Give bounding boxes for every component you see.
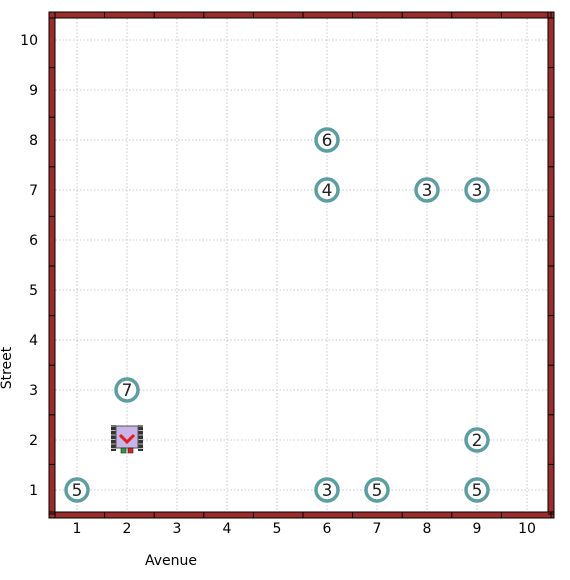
robot-right-tread: [138, 425, 143, 451]
avenue-tick-label: 8: [423, 521, 432, 537]
avenue-tick-label: 3: [173, 521, 182, 537]
beeper: 2: [464, 427, 490, 453]
robot-icon: [111, 425, 143, 454]
street-tick-label: 9: [29, 83, 38, 99]
beeper: 5: [464, 477, 490, 503]
beeper-count: 5: [372, 481, 383, 501]
beeper: 5: [64, 477, 90, 503]
street-tick-label: 6: [29, 233, 38, 249]
avenue-tick-label: 2: [123, 521, 132, 537]
beeper: 7: [114, 377, 140, 403]
avenue-tick-label: 7: [373, 521, 382, 537]
robot: [111, 425, 143, 454]
top-wall: [48, 11, 555, 19]
beeper-ring: [364, 477, 390, 503]
avenue-tick-label: 5: [273, 521, 282, 537]
avenue-tick-label: 4: [223, 521, 232, 537]
avenue-tick-label: 10: [518, 521, 536, 537]
avenue-tick-label: 1: [73, 521, 82, 537]
beeper: 3: [414, 177, 440, 203]
y-axis-title: Street: [0, 346, 15, 389]
street-tick-label: 3: [29, 383, 38, 399]
beeper-count: 6: [322, 131, 333, 151]
beeper: 6: [314, 127, 340, 153]
beeper-count: 5: [472, 481, 483, 501]
beeper-ring: [314, 477, 340, 503]
street-tick-label: 5: [29, 283, 38, 299]
beeper-count: 3: [322, 481, 333, 501]
beeper-ring: [114, 377, 140, 403]
beeper: 3: [314, 477, 340, 503]
street-tick-label: 8: [29, 133, 38, 149]
robot-light-green: [120, 447, 127, 454]
avenue-tick-labels: 1 2 3 4 5 6 7 8 9 10: [73, 521, 536, 537]
street-tick-label: 10: [20, 33, 38, 49]
street-tick-label: 4: [29, 333, 38, 349]
beeper-count: 3: [472, 181, 483, 201]
beeper-ring: [464, 477, 490, 503]
beepers: 6 4 3 3 7 2 5 3 5 5: [64, 127, 490, 503]
beeper-count: 4: [322, 181, 333, 201]
beeper-ring: [314, 127, 340, 153]
street-tick-label: 7: [29, 183, 38, 199]
beeper-count: 2: [472, 431, 483, 451]
robot-body: [115, 425, 139, 449]
beeper: 3: [464, 177, 490, 203]
avenue-tick-label: 6: [323, 521, 332, 537]
beeper-count: 5: [72, 481, 83, 501]
beeper-ring: [414, 177, 440, 203]
boundary-walls: [48, 11, 555, 519]
beeper-count: 3: [422, 181, 433, 201]
left-wall: [48, 11, 56, 519]
x-axis-title: Avenue: [145, 553, 197, 569]
beeper-ring: [64, 477, 90, 503]
beeper: 4: [314, 177, 340, 203]
beeper-ring: [464, 177, 490, 203]
bottom-wall: [48, 511, 555, 519]
robot-direction-icon: [118, 433, 136, 445]
street-tick-labels: 1 2 3 4 5 6 7 8 9 10: [20, 33, 38, 499]
street-tick-label: 1: [29, 483, 38, 499]
beeper-ring: [464, 427, 490, 453]
robot-light-red: [127, 447, 134, 454]
beeper-count: 7: [122, 381, 133, 401]
beeper-ring: [314, 177, 340, 203]
beeper: 5: [364, 477, 390, 503]
right-wall: [547, 11, 555, 519]
avenue-tick-label: 9: [473, 521, 482, 537]
street-tick-label: 2: [29, 433, 38, 449]
robot-left-tread: [111, 425, 116, 451]
